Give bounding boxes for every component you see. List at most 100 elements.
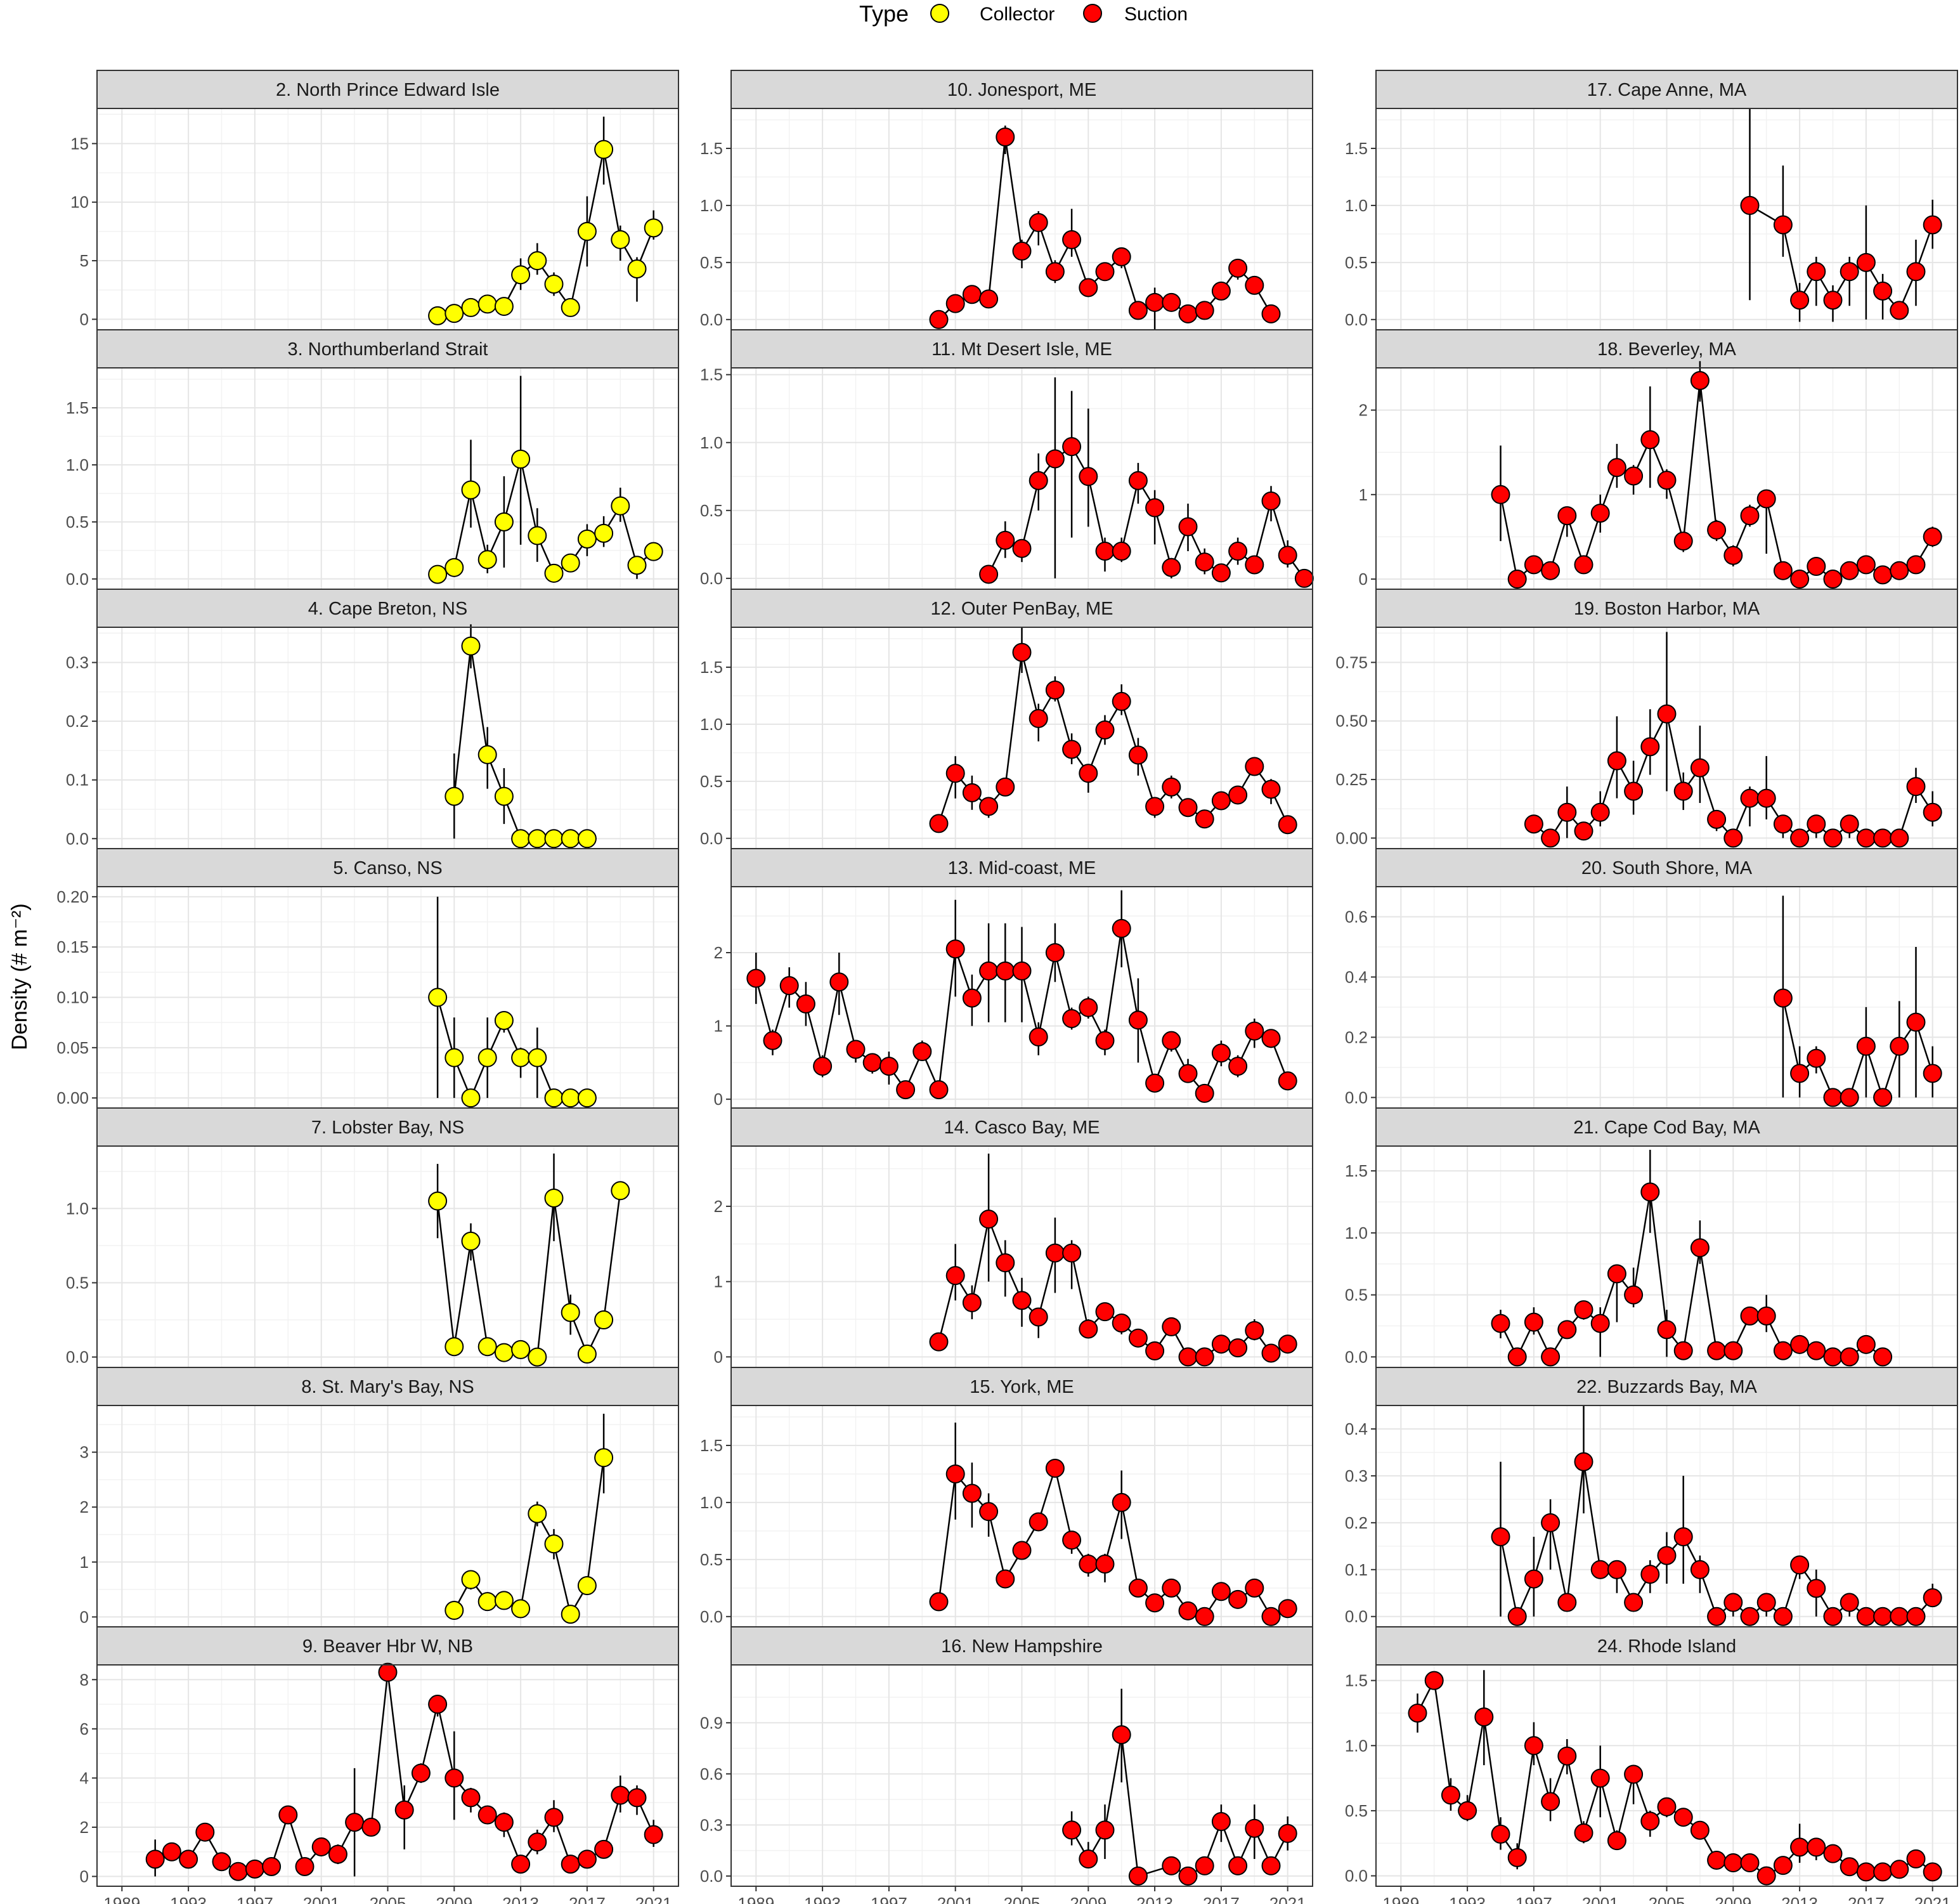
data-point bbox=[411, 1763, 431, 1783]
data-point bbox=[1245, 1320, 1264, 1340]
data-point bbox=[445, 558, 464, 577]
data-point bbox=[1807, 814, 1826, 834]
data-point bbox=[1740, 1306, 1760, 1326]
data-point bbox=[1162, 777, 1181, 797]
panel: 17. Cape Anne, MA 0.0 0.5 1.0 1.5 bbox=[1345, 70, 1958, 330]
panel: 22. Buzzards Bay, MA 0.0 0.1 0.2 0.3 0.4 bbox=[1345, 1367, 1958, 1627]
data-point bbox=[494, 1343, 514, 1362]
data-point bbox=[1441, 1785, 1460, 1805]
data-point bbox=[1906, 1849, 1926, 1868]
y-axis: 0.0 0.5 1.0 1.5 bbox=[1345, 1161, 1376, 1366]
data-point bbox=[996, 530, 1015, 550]
data-point bbox=[1856, 555, 1876, 575]
data-point bbox=[378, 1662, 398, 1682]
data-point bbox=[1507, 1848, 1527, 1867]
panel-title: 5. Canso, NS bbox=[333, 858, 442, 878]
y-tick-label: 1.5 bbox=[66, 398, 89, 417]
data-point bbox=[962, 1293, 982, 1312]
legend-label-collector: Collector bbox=[980, 4, 1055, 25]
y-tick-label: 0.1 bbox=[66, 771, 89, 790]
data-point bbox=[1923, 527, 1942, 547]
data-point bbox=[1162, 1031, 1181, 1050]
panel-strip bbox=[1375, 1626, 1958, 1666]
data-point bbox=[1278, 1334, 1297, 1354]
x-tick-label: 1993 bbox=[1449, 1894, 1486, 1904]
y-tick-label: 0.2 bbox=[1345, 1027, 1368, 1047]
y-axis: 0.0 0.5 1.0 1.5 bbox=[1345, 139, 1376, 329]
data-point bbox=[477, 1048, 497, 1067]
data-point bbox=[1128, 745, 1148, 765]
data-point bbox=[1211, 1334, 1231, 1354]
panel-title: 19. Boston Harbor, MA bbox=[1574, 599, 1760, 619]
data-point bbox=[1261, 304, 1281, 323]
data-point bbox=[577, 221, 597, 241]
data-point bbox=[813, 1057, 833, 1076]
y-tick-label: 0.5 bbox=[66, 512, 89, 531]
data-point bbox=[1773, 988, 1793, 1008]
data-point bbox=[1261, 1343, 1281, 1363]
panel: 9. Beaver Hbr W, NB 0 2 4 6 8 1989 1993 1997 2001… bbox=[80, 1626, 679, 1904]
data-point bbox=[996, 777, 1015, 797]
data-point bbox=[862, 1053, 882, 1073]
data-point bbox=[577, 829, 597, 849]
y-tick-label: 0.00 bbox=[56, 1088, 89, 1107]
data-point bbox=[1178, 517, 1198, 537]
data-point bbox=[979, 1502, 999, 1522]
data-point bbox=[1095, 1820, 1115, 1840]
data-point bbox=[611, 1181, 630, 1201]
data-point bbox=[929, 1080, 949, 1100]
data-point bbox=[1112, 1725, 1131, 1745]
panel-title: 2. North Prince Edward Isle bbox=[276, 80, 500, 100]
data-point bbox=[979, 1210, 999, 1229]
data-point bbox=[1756, 489, 1776, 509]
y-tick-label: 0 bbox=[80, 1867, 89, 1886]
data-point bbox=[1145, 498, 1165, 518]
data-point bbox=[511, 1048, 531, 1067]
panel: 19. Boston Harbor, MA 0.00 0.25 0.50 0.75 bbox=[1335, 589, 1958, 849]
y-tick-label: 0.05 bbox=[56, 1038, 89, 1057]
data-point bbox=[1823, 1088, 1843, 1107]
gridlines bbox=[1376, 368, 1957, 589]
data-point bbox=[1840, 1347, 1859, 1367]
data-point bbox=[394, 1800, 414, 1820]
y-tick-label: 1.0 bbox=[700, 196, 723, 215]
data-point bbox=[1790, 1334, 1810, 1354]
data-point bbox=[1178, 1601, 1198, 1620]
x-tick-label: 2021 bbox=[635, 1894, 672, 1904]
data-point bbox=[1261, 1607, 1281, 1626]
x-tick-label: 2001 bbox=[1582, 1894, 1619, 1904]
data-point bbox=[1474, 1707, 1494, 1727]
data-point bbox=[1278, 1823, 1297, 1843]
data-point bbox=[1112, 542, 1131, 561]
panel-title: 12. Outer PenBay, ME bbox=[931, 599, 1113, 619]
data-point bbox=[1557, 506, 1577, 526]
data-point bbox=[1840, 1088, 1859, 1107]
data-point bbox=[1690, 1560, 1710, 1579]
data-point bbox=[1740, 1607, 1760, 1626]
data-point bbox=[1873, 1347, 1893, 1367]
data-point bbox=[477, 1805, 497, 1825]
gridlines bbox=[97, 627, 678, 849]
data-point bbox=[1045, 1243, 1065, 1263]
data-point bbox=[1707, 1850, 1727, 1870]
data-point bbox=[1890, 561, 1909, 580]
y-axis: 0.0 0.1 0.2 0.3 bbox=[66, 653, 97, 848]
data-point bbox=[1690, 1820, 1710, 1840]
data-point bbox=[1095, 1302, 1115, 1322]
data-point bbox=[611, 230, 630, 249]
data-point bbox=[1095, 720, 1115, 740]
data-point bbox=[1923, 1588, 1942, 1608]
data-point bbox=[1195, 1347, 1214, 1367]
data-point bbox=[1640, 1565, 1660, 1584]
data-point bbox=[1590, 1314, 1610, 1333]
data-point bbox=[1079, 764, 1098, 783]
data-point bbox=[262, 1856, 282, 1876]
data-point bbox=[1923, 802, 1942, 822]
panel-title: 15. York, ME bbox=[970, 1377, 1074, 1397]
panel-title: 18. Beverley, MA bbox=[1597, 339, 1736, 360]
data-point bbox=[1424, 1671, 1444, 1690]
data-point bbox=[511, 829, 531, 849]
legend: Type Collector Suction bbox=[859, 1, 1188, 27]
